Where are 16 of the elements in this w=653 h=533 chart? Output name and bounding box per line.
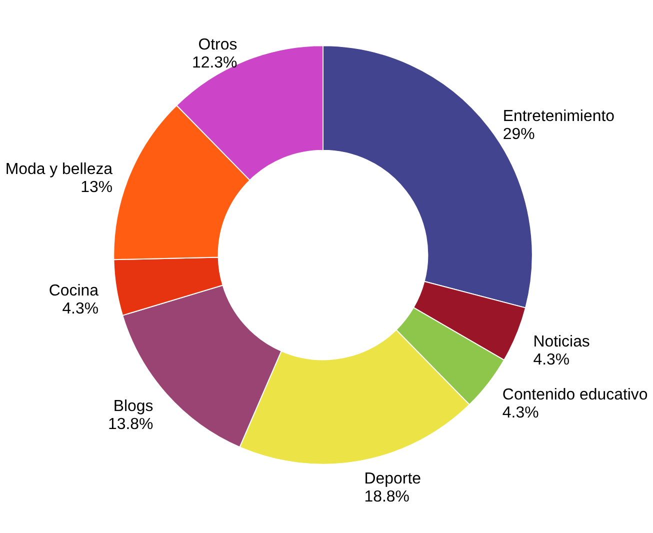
slice-label: Otros bbox=[198, 36, 238, 54]
slice-label: Entretenimiento bbox=[502, 108, 615, 125]
slice-label: Moda y belleza bbox=[5, 161, 113, 178]
data-label: 13% bbox=[80, 179, 113, 196]
slice-label: Deporte bbox=[364, 470, 422, 488]
data-label: 4.3% bbox=[502, 404, 539, 422]
data-label: 29% bbox=[502, 126, 535, 143]
data-label: 12.3% bbox=[192, 54, 238, 72]
data-label: 13.8% bbox=[108, 416, 154, 434]
data-label: 4.3% bbox=[62, 300, 99, 318]
data-label: 4.3% bbox=[533, 351, 570, 368]
slice-label: Blogs bbox=[113, 398, 154, 416]
slice-label: Noticias bbox=[533, 333, 590, 350]
slice-label: Cocina bbox=[48, 282, 99, 300]
data-label: 18.8% bbox=[364, 488, 410, 506]
slice-label: Contenido educativo bbox=[502, 386, 648, 404]
